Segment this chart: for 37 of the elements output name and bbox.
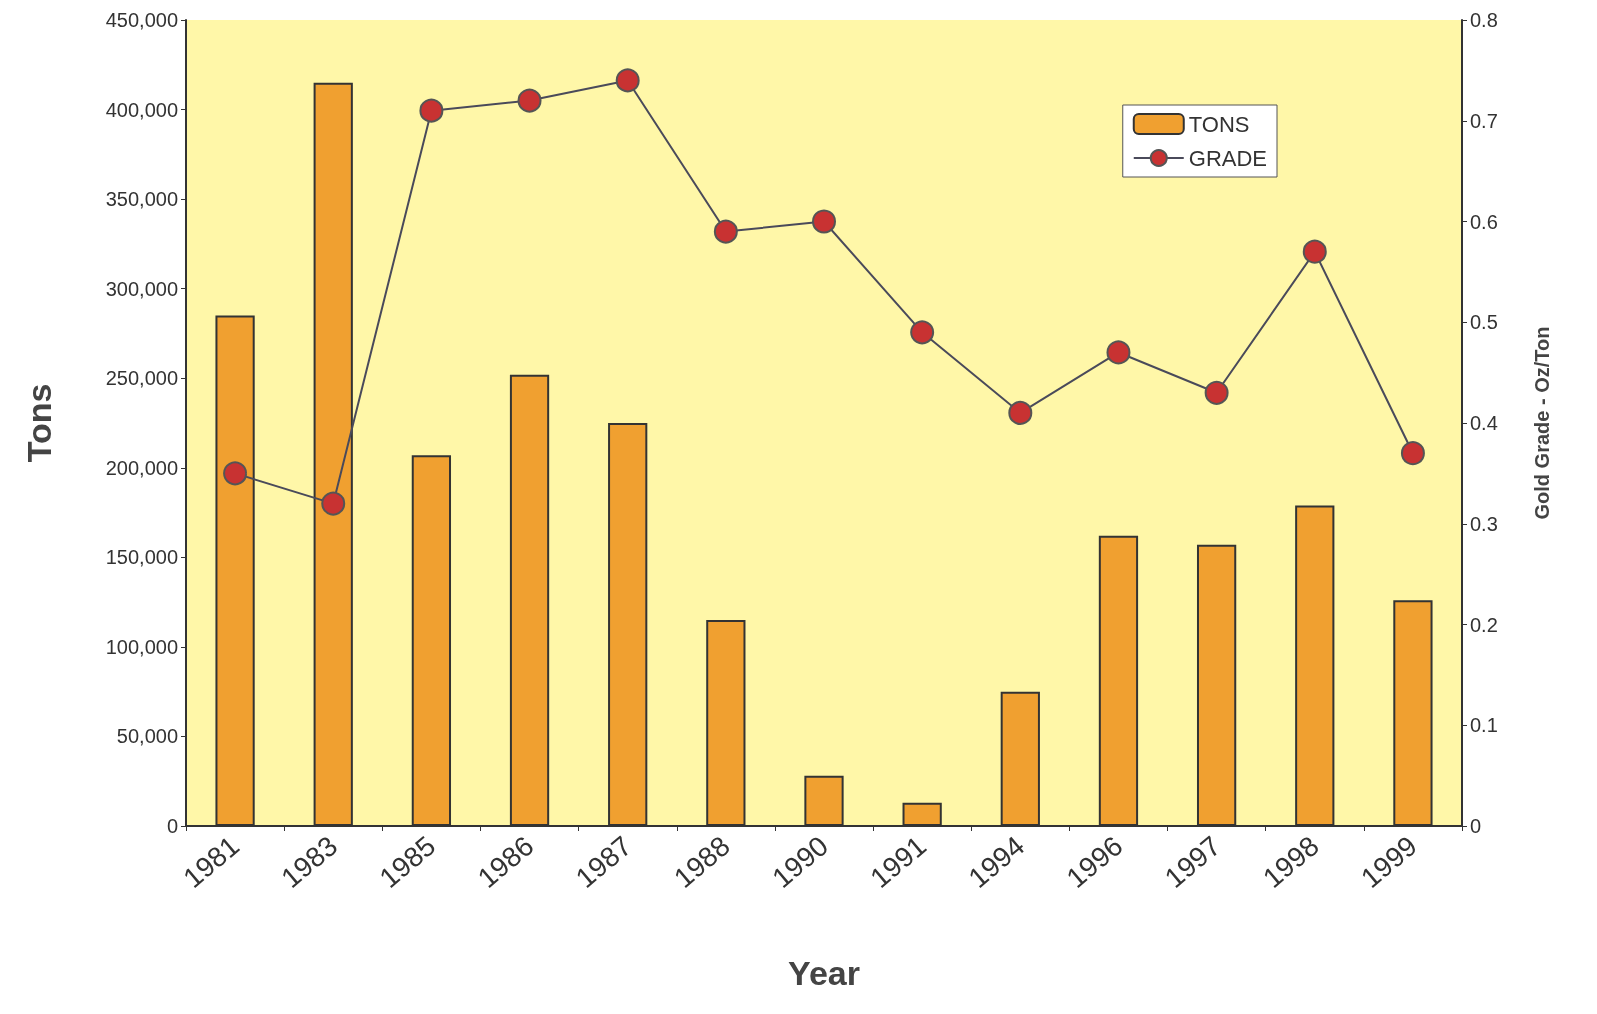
- y-tick-label: 300,000: [105, 277, 178, 300]
- y2-tick-label: 0.6: [1470, 210, 1498, 233]
- point: [517, 88, 542, 113]
- y2-axis-title: Gold Grade - Oz/Ton: [1531, 326, 1553, 520]
- point: [910, 320, 935, 345]
- y2-tick-label: 0.3: [1470, 512, 1498, 535]
- y2-tick-label: 0.4: [1470, 412, 1498, 434]
- point: [1302, 239, 1327, 264]
- y-tick-label: 150,000: [105, 546, 178, 569]
- y2-tick-label: 0.2: [1470, 613, 1498, 636]
- point: [321, 491, 346, 516]
- point: [713, 219, 738, 244]
- point: [1008, 400, 1033, 425]
- point: [1106, 340, 1131, 365]
- point: [419, 98, 444, 123]
- x-axis-title: Year: [788, 954, 860, 992]
- y-tick-label: 350,000: [105, 188, 178, 211]
- y-tick-label: 250,000: [105, 367, 178, 390]
- y-tick-label: 100,000: [105, 635, 178, 658]
- y2-tick-label: 0.5: [1470, 311, 1498, 334]
- y-tick-label: 0: [166, 815, 178, 837]
- point: [223, 461, 248, 486]
- y-tick-label: 50,000: [116, 725, 178, 748]
- y-tick-label: 450,000: [105, 9, 178, 31]
- point: [1204, 380, 1229, 405]
- point: [812, 209, 836, 234]
- y2-tick-label: 0.7: [1470, 109, 1498, 132]
- y2-tick-label: 0.1: [1470, 714, 1498, 737]
- y2-tick-label: 0.8: [1470, 9, 1498, 31]
- legend-label: TONS: [1188, 111, 1250, 137]
- y-tick-label: 200,000: [105, 456, 178, 479]
- y2-tick-label: 0: [1470, 815, 1482, 837]
- y-axis-title: Tons: [20, 383, 58, 463]
- y-tick-label: 400,000: [105, 98, 178, 121]
- point: [1400, 441, 1425, 466]
- point: [615, 68, 640, 93]
- legend-label: GRADE: [1188, 145, 1268, 171]
